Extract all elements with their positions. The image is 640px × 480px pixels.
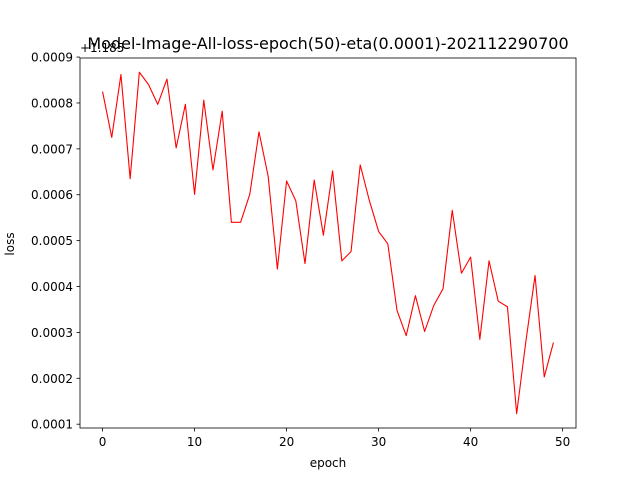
y-tick-label: 0.0005 [31, 234, 73, 248]
x-tick-label: 0 [99, 435, 107, 449]
plot-frame [79, 57, 577, 429]
loss-series-line [102, 71, 554, 415]
y-axis-label: loss [3, 232, 17, 255]
y-tick-label: 0.0002 [31, 372, 73, 386]
y-tick-label: 0.0009 [31, 51, 73, 65]
ticks-layer: 0 10 20 30 40 50 0.0001 0.0002 0.0003 0.0004 0.000… [31, 51, 570, 449]
x-axis-label: epoch [310, 456, 347, 470]
x-tick-label: 10 [187, 435, 202, 449]
x-tick-label: 50 [555, 435, 570, 449]
y-tick-label: 0.0004 [31, 280, 73, 294]
x-tick-label: 40 [463, 435, 478, 449]
y-tick-label: 0.0001 [31, 418, 73, 432]
y-tick-label: 0.0003 [31, 326, 73, 340]
y-tick-label: 0.0007 [31, 142, 73, 156]
y-tick-label: 0.0006 [31, 188, 73, 202]
y-tick-label: 0.0008 [31, 96, 73, 110]
chart-title: Model-Image-All-loss-epoch(50)-eta(0.000… [87, 34, 568, 53]
x-tick-label: 20 [279, 435, 294, 449]
x-tick-label: 30 [371, 435, 386, 449]
series-layer [102, 71, 554, 415]
y-offset-label: +1.185 [80, 41, 124, 55]
